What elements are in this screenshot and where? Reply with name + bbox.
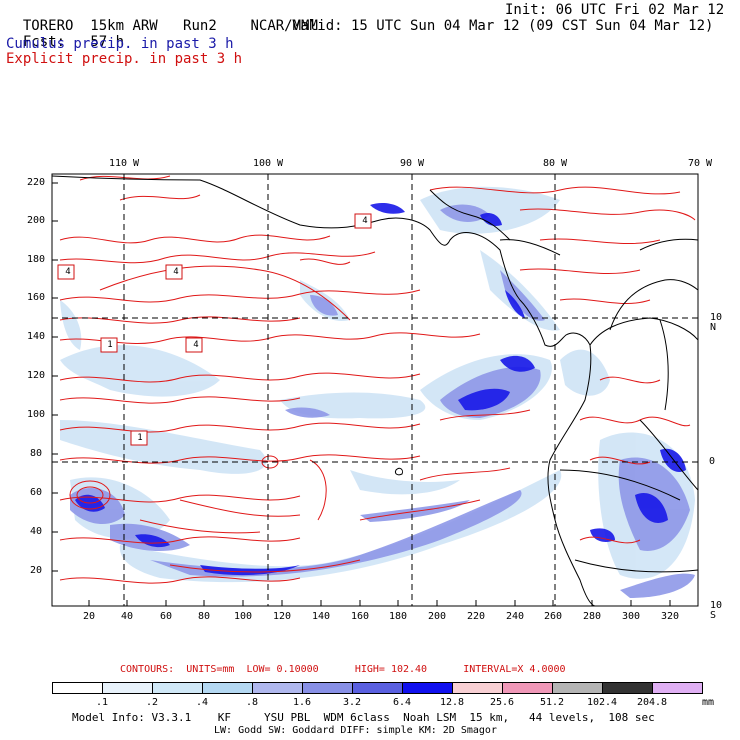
y-tick-label: 120: [26, 370, 46, 381]
lon-label-110w: 110 W: [108, 158, 140, 169]
colorbar-label: 51.2: [539, 697, 565, 708]
x-tick-label: 100: [233, 611, 253, 622]
colorbar-label: .4: [195, 697, 209, 708]
x-tick-label: 80: [197, 611, 211, 622]
colorbar-swatch: [352, 682, 403, 694]
contours-high: HIGH= 102.40: [354, 664, 428, 675]
x-tick-label: 260: [543, 611, 563, 622]
lon-label-80w: 80 W: [542, 158, 568, 169]
latlon-grid: [52, 174, 698, 606]
init-time: Init: 06 UTC Fri 02 Mar 12: [505, 2, 725, 18]
colorbar-swatch: [502, 682, 553, 694]
colorbar-label: 6.4: [392, 697, 412, 708]
lon-label-90w: 90 W: [399, 158, 425, 169]
forecast-value: 57 h: [90, 34, 125, 50]
cumulus-field-label: Cumulus precip. in past 3 h: [6, 36, 234, 52]
y-tick-label: 80: [29, 448, 43, 459]
valid-time: Valid: 15 UTC Sun 04 Mar 12 (09 CST Sun …: [292, 18, 714, 34]
contours-low: LOW= 0.10000: [246, 664, 319, 675]
y-tick-label: 40: [29, 526, 43, 537]
contour-label: 4: [65, 267, 71, 277]
colorbar-swatch: [102, 682, 153, 694]
map-frame: [51, 173, 699, 607]
y-tick-label: 140: [26, 331, 46, 342]
x-tick-label: 120: [272, 611, 292, 622]
contour-label: 4: [193, 340, 199, 350]
model-info-line2: LW: Godd SW: Goddard DIFF: simple KM: 2D…: [214, 725, 497, 736]
forecast-label: Fcst:: [22, 34, 66, 50]
contours-title: CONTOURS:: [120, 664, 175, 675]
colorbar-swatch: [52, 682, 103, 694]
contour-label: 1: [137, 433, 143, 443]
colorbar-unit: mm: [702, 697, 715, 708]
x-tick-label: 60: [159, 611, 173, 622]
x-tick-label: 240: [505, 611, 525, 622]
lat-label-10s: 10 S: [710, 600, 723, 621]
explicit-field-label: Explicit precip. in past 3 h: [6, 51, 243, 67]
model-title: TORERO 15km ARW Run2 NCAR/MMM: [6, 2, 318, 34]
lat-label-0: 0: [708, 456, 716, 467]
colorbar-label: 1.6: [292, 697, 312, 708]
contours-info: CONTOURS: UNITS=mm LOW= 0.10000 HIGH= 10…: [120, 664, 566, 675]
y-tick-label: 180: [26, 254, 46, 265]
contour-label: 4: [362, 216, 368, 226]
model-org: NCAR/MMM: [250, 18, 318, 34]
precip-fields: [52, 175, 698, 606]
x-tick-label: 140: [311, 611, 331, 622]
colorbar-swatch: [202, 682, 253, 694]
colorbar-label: 12.8: [439, 697, 465, 708]
x-tick-label: 220: [466, 611, 486, 622]
model-info-line1: Model Info: V3.3.1 KF YSU PBL WDM 6class…: [72, 711, 655, 724]
colorbar-label: 25.6: [489, 697, 515, 708]
x-tick-label: 20: [82, 611, 96, 622]
colorbar-swatch: [452, 682, 503, 694]
y-tick-label: 20: [29, 565, 43, 576]
lon-label-70w: 70 W: [687, 158, 713, 169]
x-tick-label: 320: [660, 611, 680, 622]
colorbar-swatch: [302, 682, 353, 694]
colorbar-label: .1: [95, 697, 109, 708]
x-tick-label: 180: [388, 611, 408, 622]
colorbar-label: 204.8: [636, 697, 668, 708]
x-axis-ticks: [88, 600, 671, 606]
y-tick-label: 220: [26, 177, 46, 188]
colorbar-label: 3.2: [342, 697, 362, 708]
model-resolution: 15km ARW: [90, 18, 158, 34]
x-tick-label: 300: [621, 611, 641, 622]
lon-label-100w: 100 W: [252, 158, 284, 169]
y-tick-label: 60: [29, 487, 43, 498]
colorbar-swatch: [402, 682, 453, 694]
contour-label: 4: [173, 267, 179, 277]
colorbar-swatch: [252, 682, 303, 694]
x-tick-label: 280: [582, 611, 602, 622]
x-tick-label: 160: [350, 611, 370, 622]
colorbar-swatch: [552, 682, 603, 694]
coastlines: [52, 175, 698, 606]
colorbar-swatch: [602, 682, 653, 694]
y-axis-ticks: [52, 182, 58, 572]
lat-label-10n: 10 N: [710, 312, 723, 333]
y-tick-label: 100: [26, 409, 46, 420]
colorbar-label: .2: [145, 697, 159, 708]
y-tick-label: 200: [26, 215, 46, 226]
x-tick-label: 40: [120, 611, 134, 622]
model-run: Run2: [183, 18, 217, 34]
model-name: TORERO: [22, 18, 74, 34]
colorbar-label: .8: [245, 697, 259, 708]
contour-label: 1: [107, 340, 113, 350]
contours-units: UNITS=mm: [186, 664, 235, 675]
contour-label-boxes: [57, 213, 372, 446]
y-tick-label: 160: [26, 292, 46, 303]
colorbar-label: 102.4: [586, 697, 618, 708]
colorbar-swatch: [652, 682, 703, 694]
x-tick-label: 200: [427, 611, 447, 622]
forecast-hour: Fcst: 57 h: [6, 18, 124, 50]
colorbar-swatch: [152, 682, 203, 694]
contours-interval: INTERVAL=X 4.0000: [463, 664, 566, 675]
cumulus-heavy-shading: [75, 202, 686, 576]
